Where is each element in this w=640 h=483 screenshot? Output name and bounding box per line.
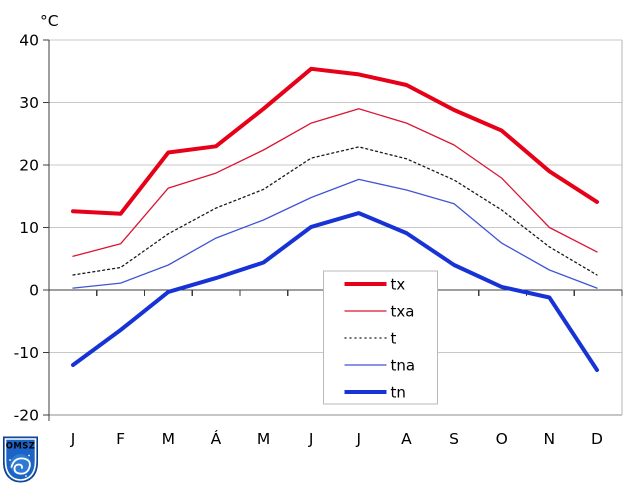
logo-text: OMSZ [6, 442, 36, 452]
y-tick-label: 0 [29, 282, 39, 300]
month-label-10: O [496, 430, 508, 448]
month-label-6: J [308, 430, 314, 448]
month-label-2: F [116, 430, 125, 448]
logo-star [9, 459, 11, 461]
month-label-8: A [401, 430, 412, 448]
y-tick-label: 20 [19, 157, 39, 175]
logo-star [28, 454, 30, 457]
y-tick-label: -10 [14, 344, 39, 362]
month-label-12: D [591, 430, 603, 448]
series-txa-line [72, 108, 598, 257]
month-label-4: Á [211, 429, 222, 448]
y-tick-label: -20 [14, 407, 39, 425]
month-label-5: M [257, 430, 270, 448]
series-tna-line [72, 178, 598, 289]
y-tick-label: 30 [19, 94, 39, 112]
legend-label-tna: tna [391, 357, 416, 375]
legend-label-t: t [391, 330, 397, 348]
legend-label-tn: tn [391, 384, 406, 402]
y-tick-label: 40 [19, 32, 39, 50]
y-tick-label: 10 [19, 219, 39, 237]
logo-star [25, 475, 27, 477]
legend-label-tx: tx [391, 276, 406, 294]
series-t-line [72, 146, 598, 276]
logo-swirl [10, 457, 31, 475]
omsz-logo: OMSZ [3, 436, 38, 483]
month-label-11: N [544, 430, 556, 448]
series-tx-line [71, 66, 599, 216]
series-tn-line [71, 211, 599, 372]
legend-label-txa: txa [391, 303, 415, 321]
month-label-3: M [162, 430, 175, 448]
y-axis-unit-label: °C [40, 12, 59, 30]
month-label-9: S [449, 430, 459, 448]
month-label-7: J [356, 430, 362, 448]
month-label-1: J [70, 430, 76, 448]
